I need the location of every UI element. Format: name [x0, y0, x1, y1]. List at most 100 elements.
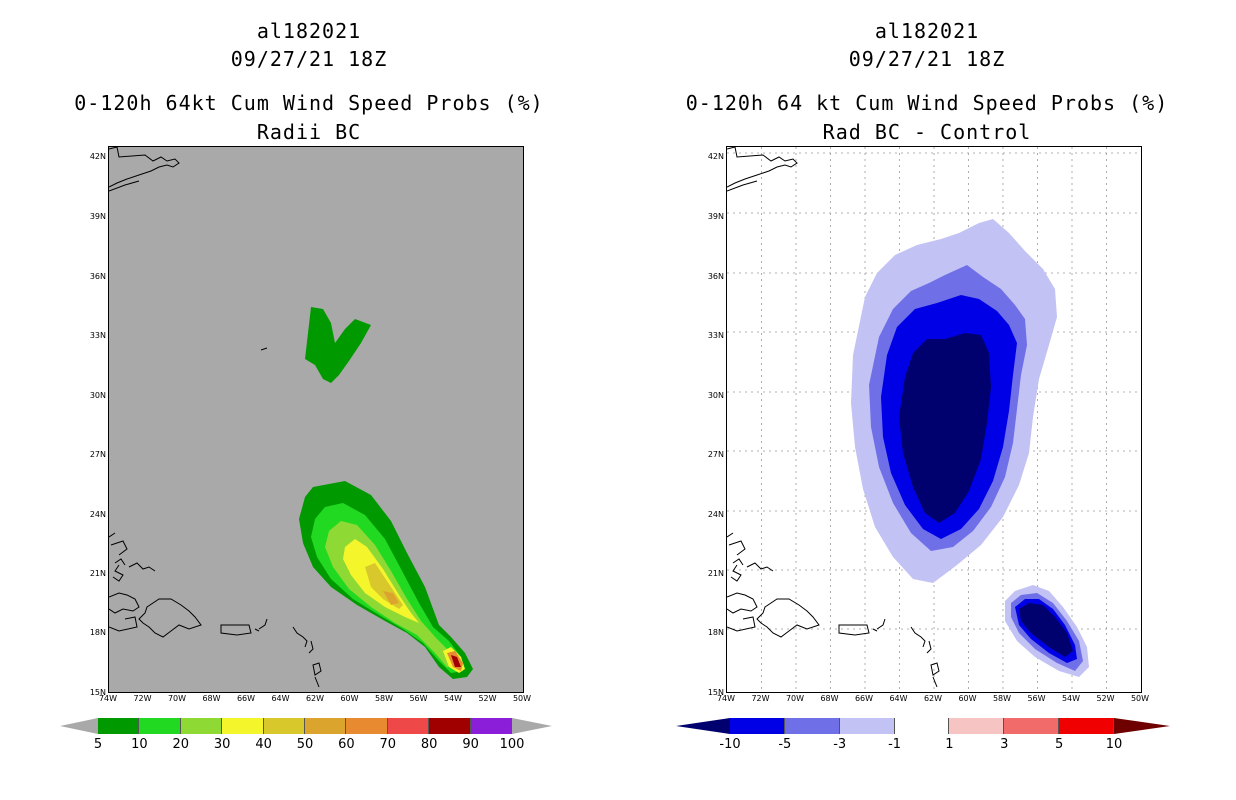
lon-label: 54W — [1061, 694, 1081, 703]
lon-label: 70W — [785, 694, 805, 703]
colorbar-segment — [1004, 718, 1060, 734]
colorbar-segment — [139, 718, 181, 734]
lon-label: 50W — [1130, 694, 1150, 703]
lon-label: 60W — [340, 694, 359, 703]
colorbar-segment — [429, 718, 471, 734]
colorbar-label: -1 — [888, 737, 902, 752]
coastlines — [727, 147, 940, 688]
colorbar-segment — [894, 718, 950, 734]
colorbar-label: 70 — [379, 737, 397, 752]
lon-label: 56W — [409, 694, 428, 703]
probability-filled-contours — [299, 307, 473, 679]
coastlines — [109, 147, 322, 688]
lon-label: 74W — [716, 694, 736, 703]
lon-label: 72W — [133, 694, 152, 703]
colorbar-label: 10 — [1105, 737, 1123, 752]
lat-label: 33N — [707, 331, 724, 340]
lon-label: 62W — [923, 694, 943, 703]
probability-colorbar — [98, 718, 512, 734]
colorbar-label: 20 — [172, 737, 190, 752]
lon-label: 50W — [512, 694, 532, 703]
colorbar-segment — [730, 718, 785, 734]
colorbar-segment — [98, 718, 140, 734]
colorbar-segment — [839, 718, 895, 734]
lat-label: 42N — [707, 152, 724, 161]
contour-minus-10 — [899, 333, 991, 523]
colorbar-segment — [387, 718, 430, 734]
colorbar-segment — [305, 718, 347, 734]
lat-label: 24N — [707, 510, 724, 519]
lon-label: 60W — [958, 694, 977, 703]
storm-id-title: al182021 — [256, 19, 362, 43]
difference-contours — [727, 147, 1141, 692]
colorbar-label: 60 — [338, 737, 355, 752]
lon-label: 52W — [478, 694, 497, 703]
colorbar-label: 100 — [499, 737, 525, 752]
lon-label: 64W — [889, 694, 908, 703]
experiment-title: Radii BC — [256, 120, 362, 144]
colorbar-label: 5 — [93, 737, 103, 752]
lat-label: 39N — [707, 212, 724, 221]
lon-label: 66W — [854, 694, 874, 703]
probability-map — [108, 146, 524, 693]
lon-label: 72W — [751, 694, 770, 703]
lon-label: 58W — [374, 694, 394, 703]
lon-label: 62W — [305, 694, 325, 703]
lat-label: 42N — [89, 152, 106, 161]
lat-label: 15N — [707, 688, 724, 697]
colorbar-label: 40 — [255, 737, 272, 752]
lon-label: 68W — [202, 694, 221, 703]
colorbar-low-tip — [676, 718, 730, 734]
datetime-title: 09/27/21 18Z — [230, 47, 388, 71]
lat-label: 30N — [89, 391, 106, 400]
lon-label: 58W — [992, 694, 1012, 703]
colorbar-segment — [1059, 718, 1114, 734]
lon-label: 74W — [98, 694, 118, 703]
lat-label: 30N — [707, 391, 724, 400]
lon-label: 52W — [1096, 694, 1115, 703]
lon-label: 56W — [1027, 694, 1046, 703]
lat-label: 39N — [89, 212, 106, 221]
lon-label: 66W — [236, 694, 256, 703]
difference-colorbar — [730, 718, 1114, 734]
lon-label: 70W — [167, 694, 187, 703]
colorbar-label: -5 — [778, 737, 792, 752]
lat-label: 36N — [89, 272, 106, 281]
colorbar-label: 80 — [420, 737, 438, 752]
storm-id-title: al182021 — [874, 19, 980, 43]
colorbar-high-tip — [1114, 718, 1170, 734]
colorbar-label: -3 — [833, 737, 847, 752]
lon-label: 68W — [820, 694, 839, 703]
colorbar-label: 5 — [1055, 737, 1064, 752]
experiment-title: Rad BC - Control — [822, 120, 1032, 144]
difference-filled-contours — [851, 219, 1089, 677]
colorbar-segment — [180, 718, 223, 734]
colorbar-segment — [470, 718, 512, 734]
lat-label: 21N — [707, 569, 724, 578]
lat-label: 33N — [89, 331, 106, 340]
colorbar-low-tip — [60, 718, 98, 734]
lat-label: 36N — [707, 272, 724, 281]
product-title: 0-120h 64 kt Cum Wind Speed Probs (%) — [685, 91, 1169, 115]
contour-5pct — [305, 307, 371, 383]
lat-label: 18N — [707, 628, 724, 637]
colorbar-label: 30 — [213, 737, 231, 752]
colorbar-segment — [263, 718, 305, 734]
probability-contours — [109, 147, 473, 688]
difference-map — [726, 146, 1142, 693]
colorbar-segment — [346, 718, 388, 734]
lat-label: 18N — [89, 628, 106, 637]
lat-label: 21N — [89, 569, 106, 578]
colorbar-label: -10 — [719, 737, 741, 752]
colorbar-high-tip — [512, 718, 552, 734]
colorbar-segment — [222, 718, 264, 734]
colorbar-label: 10 — [131, 737, 148, 752]
colorbar-segment — [784, 718, 840, 734]
colorbar-label: 3 — [1000, 737, 1009, 752]
lat-label: 24N — [89, 510, 106, 519]
lat-label: 27N — [707, 450, 724, 459]
contour-80pct — [451, 655, 461, 667]
panel-rad-bc-minus-control: al182021 09/27/21 18Z 0-120h 64 kt Cum W… — [618, 0, 1236, 800]
lat-label: 15N — [89, 688, 106, 697]
colorbar-label: 90 — [462, 737, 479, 752]
